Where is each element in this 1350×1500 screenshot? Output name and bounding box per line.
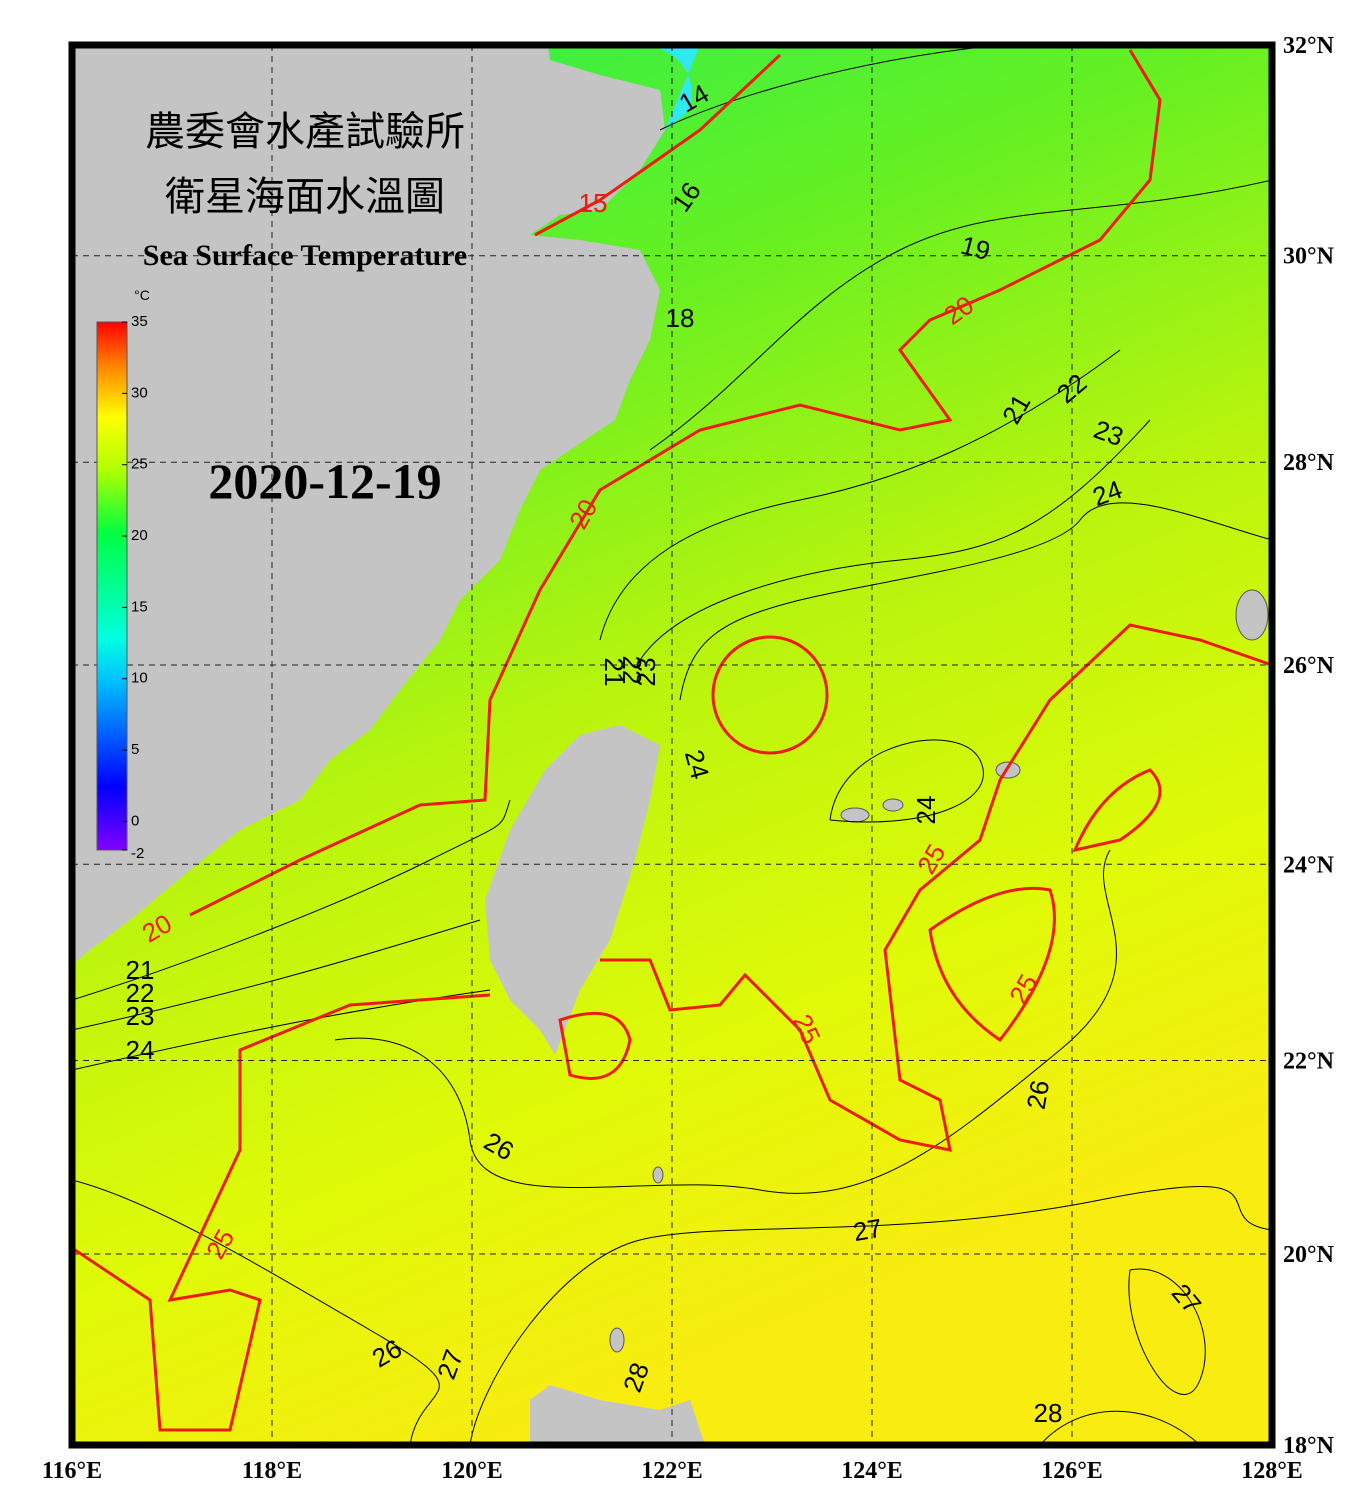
contour-label: 18 bbox=[666, 303, 695, 333]
lat-label: 18°N bbox=[1283, 1433, 1335, 1459]
lon-label: 122°E bbox=[641, 1458, 703, 1484]
date: 2020-12-19 bbox=[208, 453, 441, 509]
mainland bbox=[72, 45, 665, 965]
colorbar-tick-label: 15 bbox=[131, 598, 148, 615]
colorbar-tick-label: 20 bbox=[131, 527, 148, 544]
lat-label: 22°N bbox=[1283, 1048, 1335, 1074]
lat-label: 28°N bbox=[1283, 450, 1335, 476]
lat-label: 24°N bbox=[1283, 852, 1335, 878]
title-zh-1: 農委會水產試驗所 bbox=[145, 109, 465, 154]
contour-label: 28 bbox=[1034, 1398, 1063, 1428]
lat-label: 20°N bbox=[1283, 1242, 1335, 1268]
contour-label: 21 bbox=[599, 658, 629, 687]
contour-label: 22 bbox=[126, 978, 155, 1008]
colorbar-tick-label: -2 bbox=[131, 845, 144, 862]
colorbar-unit: °C bbox=[134, 287, 150, 303]
lon-label: 124°E bbox=[841, 1458, 903, 1484]
lon-label: 128°E bbox=[1241, 1458, 1303, 1484]
colorbar-tick-label: 30 bbox=[131, 384, 148, 401]
title-zh-2: 衛星海面水溫圖 bbox=[165, 174, 445, 219]
isotherm-red bbox=[72, 49, 1272, 1432]
contour-label: 24 bbox=[126, 1035, 155, 1065]
lon-label: 116°E bbox=[42, 1458, 102, 1484]
map-frame bbox=[68, 41, 1276, 1449]
contour-label: 24 bbox=[911, 796, 941, 825]
lon-label: 126°E bbox=[1041, 1458, 1103, 1484]
cold-water bbox=[650, 45, 700, 130]
lat-label: 26°N bbox=[1283, 653, 1335, 679]
title-en: Sea Surface Temperature bbox=[143, 239, 467, 272]
contour-label: 27 bbox=[851, 1213, 885, 1248]
lon-label: 118°E bbox=[242, 1458, 302, 1484]
contour-label: 23 bbox=[126, 1001, 155, 1031]
contour-label: 23 bbox=[631, 658, 661, 687]
colorbar-tick-label: 35 bbox=[131, 313, 148, 330]
luzon bbox=[530, 1385, 705, 1445]
colorbar bbox=[96, 321, 128, 851]
lon-label: 120°E bbox=[441, 1458, 503, 1484]
colorbar-tick-label: 0 bbox=[131, 812, 139, 829]
colorbar-tick-label: 10 bbox=[131, 670, 148, 687]
contour-label: 22 bbox=[617, 656, 647, 685]
colorbar-tick-label: 25 bbox=[131, 456, 148, 473]
contour-label: 15 bbox=[579, 188, 608, 218]
colorbar-tick-label: 5 bbox=[131, 741, 139, 758]
lat-label: 30°N bbox=[1283, 244, 1335, 270]
contour-label: 21 bbox=[126, 955, 155, 985]
contour-label: 26 bbox=[1021, 1078, 1056, 1112]
lat-label: 32°N bbox=[1283, 33, 1335, 59]
taiwan bbox=[485, 725, 660, 1055]
